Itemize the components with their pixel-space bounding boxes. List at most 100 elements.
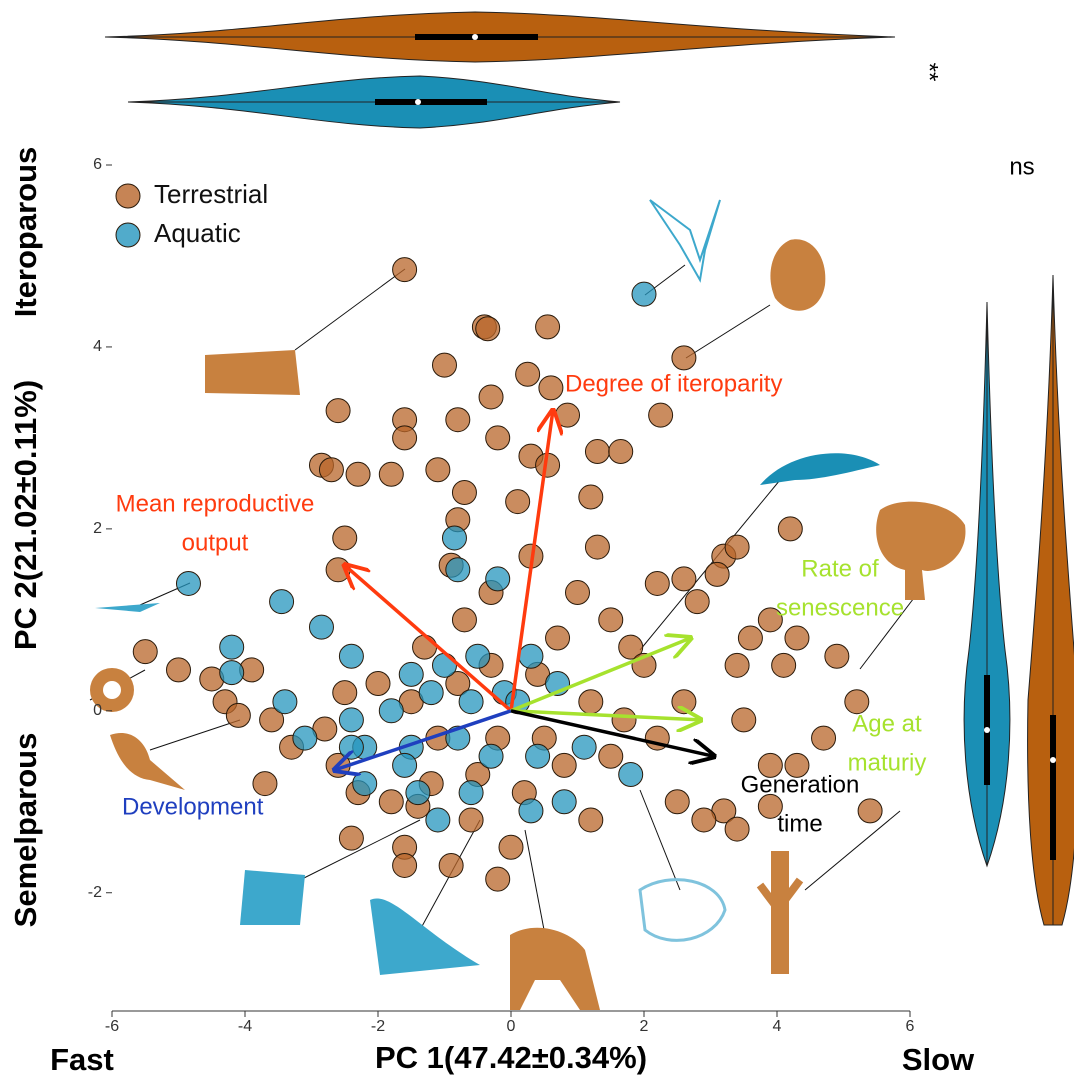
point [478, 384, 504, 410]
point [325, 398, 351, 424]
legend-label: Terrestrial [154, 179, 268, 209]
point [259, 707, 285, 733]
point [824, 643, 850, 669]
point [618, 761, 644, 787]
x-label-left: Fast [50, 1042, 114, 1077]
point [219, 634, 245, 660]
silhouette-shapes [90, 199, 966, 1010]
loading-arrow [345, 565, 513, 713]
point [611, 707, 637, 733]
point [784, 752, 810, 778]
point [485, 866, 511, 892]
point [811, 725, 837, 751]
y-tick-label: 2 [93, 520, 102, 537]
point [518, 643, 544, 669]
point [425, 807, 451, 833]
x-tick-label: 2 [640, 1018, 649, 1035]
point [724, 534, 750, 560]
arrow-label: Age at [852, 710, 922, 737]
point [598, 743, 624, 769]
point [631, 281, 657, 307]
arrow-label: Rate of [801, 555, 879, 582]
x-tick-label: -2 [371, 1018, 385, 1035]
point [398, 661, 424, 687]
point [664, 789, 690, 815]
point [571, 734, 597, 760]
y-label-top: Iteroparous [8, 147, 43, 318]
point [418, 680, 444, 706]
point [445, 407, 471, 433]
top-violin-note: ** [916, 63, 943, 82]
point [338, 825, 364, 851]
point [318, 457, 344, 483]
arrow-label: Degree of iteroparity [565, 370, 782, 397]
point [598, 607, 624, 633]
point [432, 652, 457, 678]
point [485, 566, 511, 592]
legend-swatch [115, 183, 141, 209]
legend-label: Aquatic [154, 218, 241, 248]
point [405, 780, 431, 806]
point [252, 771, 278, 797]
point [757, 793, 783, 819]
point [777, 516, 803, 542]
point [565, 580, 590, 606]
point [441, 525, 467, 551]
arrow-label: output [182, 529, 249, 556]
point [535, 314, 561, 340]
point [432, 352, 457, 378]
point [438, 852, 464, 878]
point [844, 689, 870, 715]
arrow-label: Development [122, 793, 264, 820]
point [498, 834, 524, 860]
point [671, 689, 697, 715]
point [515, 361, 541, 387]
y-label-bottom: Semelparous [8, 733, 43, 928]
point [332, 525, 358, 551]
point [545, 625, 571, 651]
y-tick-label: 4 [93, 338, 102, 355]
point [269, 589, 295, 615]
x-label-right: Slow [902, 1042, 975, 1077]
point [671, 566, 697, 592]
point [292, 725, 318, 751]
y-label: PC 2(21.02±0.11%) [8, 380, 43, 650]
point [378, 789, 404, 815]
point [691, 807, 717, 833]
point [458, 689, 484, 715]
point [338, 643, 364, 669]
point [338, 734, 364, 760]
arrow-label: Mean reproductive [116, 490, 315, 517]
legend-swatch [115, 222, 141, 248]
point [445, 671, 471, 697]
point [724, 816, 750, 842]
point [166, 657, 191, 683]
y-tick-label: 0 [93, 702, 102, 719]
point [325, 557, 351, 583]
point [518, 798, 544, 824]
arrow-label: time [777, 810, 822, 837]
point [578, 484, 604, 510]
point [352, 771, 378, 797]
point [308, 614, 334, 640]
x-tick-label: 0 [507, 1018, 516, 1035]
loading-arrow [510, 709, 714, 756]
point [338, 707, 364, 733]
point [784, 625, 810, 651]
point [458, 807, 484, 833]
point [451, 607, 477, 633]
point [684, 589, 710, 615]
point [525, 743, 551, 769]
point [757, 607, 783, 633]
point [219, 660, 245, 686]
point [704, 561, 730, 587]
point [272, 689, 298, 715]
loading-arrow [510, 638, 691, 713]
point [618, 634, 644, 660]
point [485, 425, 511, 451]
point [578, 689, 604, 715]
point [458, 780, 484, 806]
x-tick-label: 6 [906, 1018, 915, 1035]
